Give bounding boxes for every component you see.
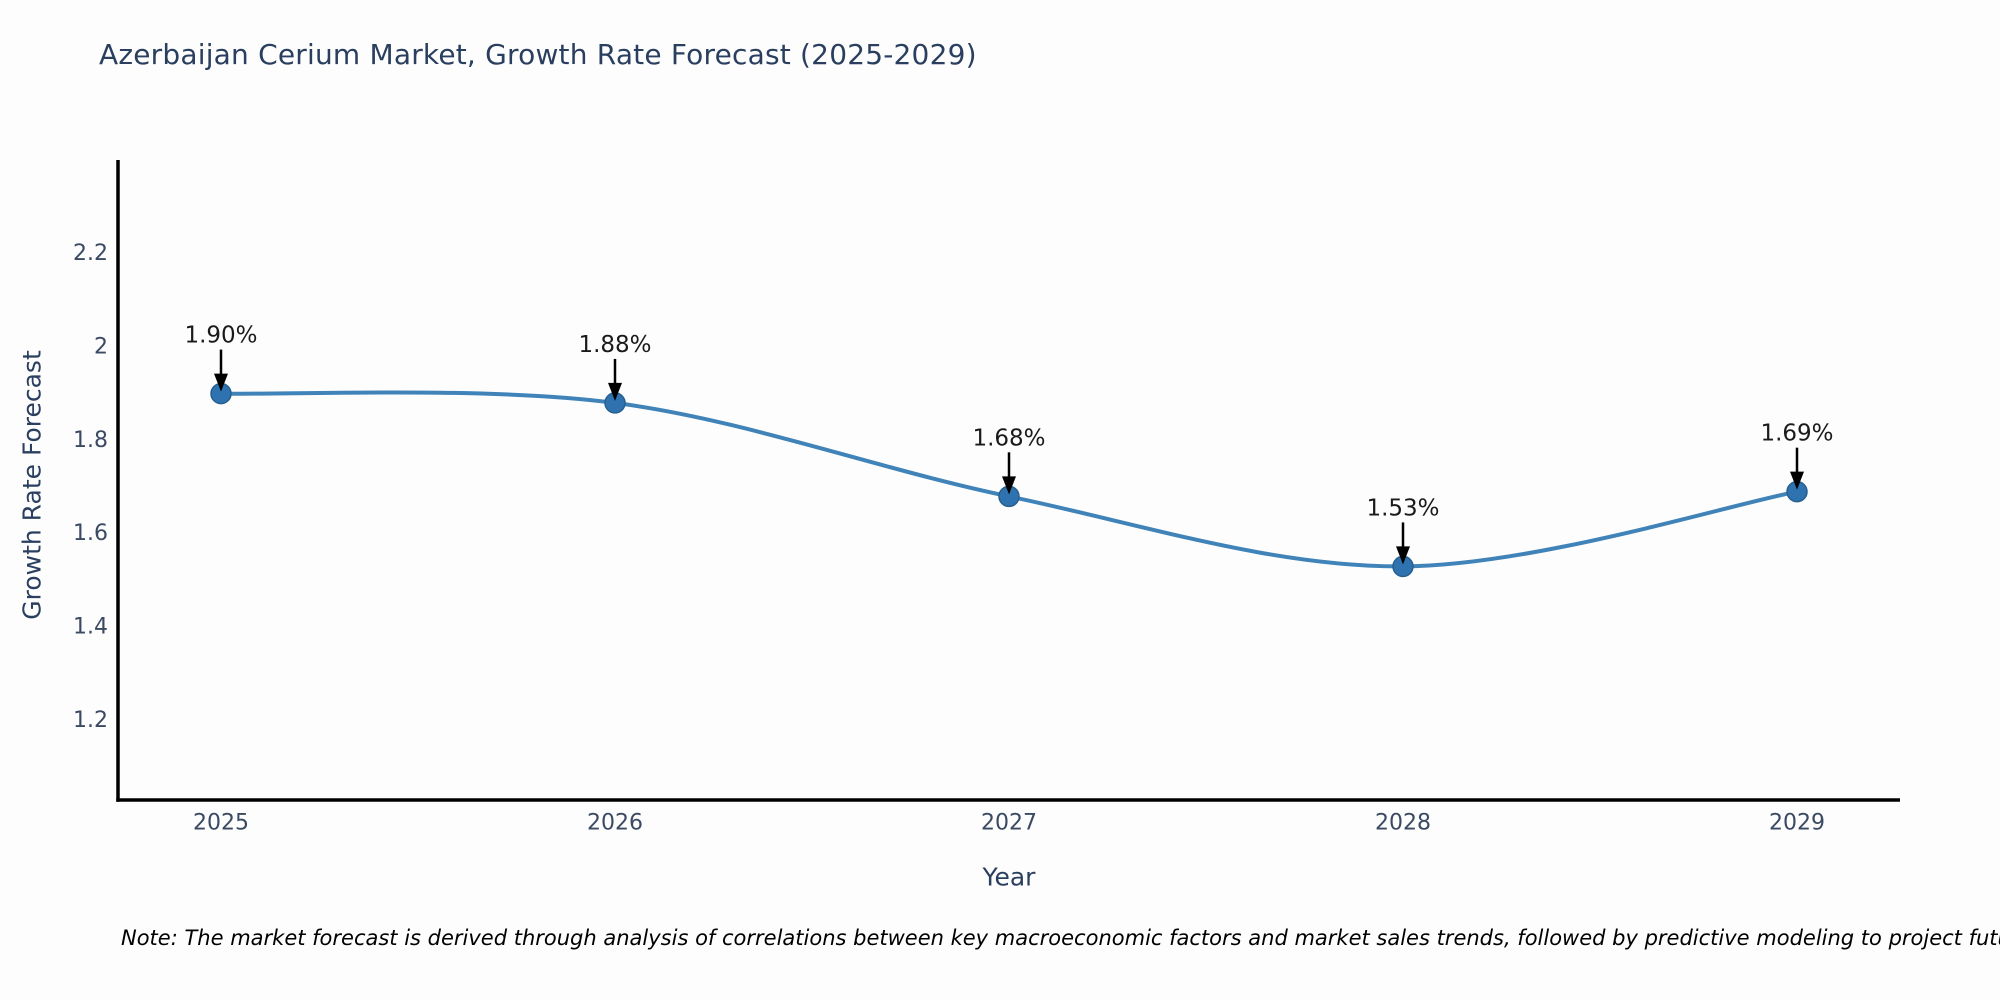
y-tick-label: 2 bbox=[94, 334, 108, 359]
y-axis-title: Growth Rate Forecast bbox=[18, 350, 47, 620]
x-tick-label: 2025 bbox=[193, 811, 249, 836]
y-tick-label: 1.2 bbox=[73, 708, 108, 733]
y-tick-label: 1.6 bbox=[73, 521, 108, 546]
x-tick-label: 2029 bbox=[1769, 811, 1825, 836]
annotation-arrowhead bbox=[214, 373, 228, 392]
x-tick-label: 2027 bbox=[981, 811, 1037, 836]
annotation-arrowhead bbox=[1396, 546, 1410, 565]
annotation-label-2028: 1.53% bbox=[1366, 495, 1439, 521]
y-tick-label: 1.8 bbox=[73, 428, 108, 453]
chart-title: Azerbaijan Cerium Market, Growth Rate Fo… bbox=[99, 38, 977, 71]
x-axis-title: Year bbox=[982, 863, 1037, 892]
annotation-label-2026: 1.88% bbox=[578, 332, 651, 358]
x-tick-label: 2026 bbox=[587, 811, 643, 836]
footnote: Note: The market forecast is derived thr… bbox=[121, 926, 2000, 950]
annotation-label-2025: 1.90% bbox=[184, 323, 257, 349]
annotation-arrowhead bbox=[608, 382, 622, 401]
y-tick-label: 1.4 bbox=[73, 615, 108, 640]
annotation-arrowhead bbox=[1002, 476, 1016, 495]
y-tick-label: 2.2 bbox=[73, 241, 108, 266]
annotation-label-2027: 1.68% bbox=[972, 425, 1045, 451]
annotation-arrowhead bbox=[1790, 471, 1804, 490]
x-tick-label: 2028 bbox=[1375, 811, 1431, 836]
annotation-label-2029: 1.69% bbox=[1760, 421, 1833, 447]
